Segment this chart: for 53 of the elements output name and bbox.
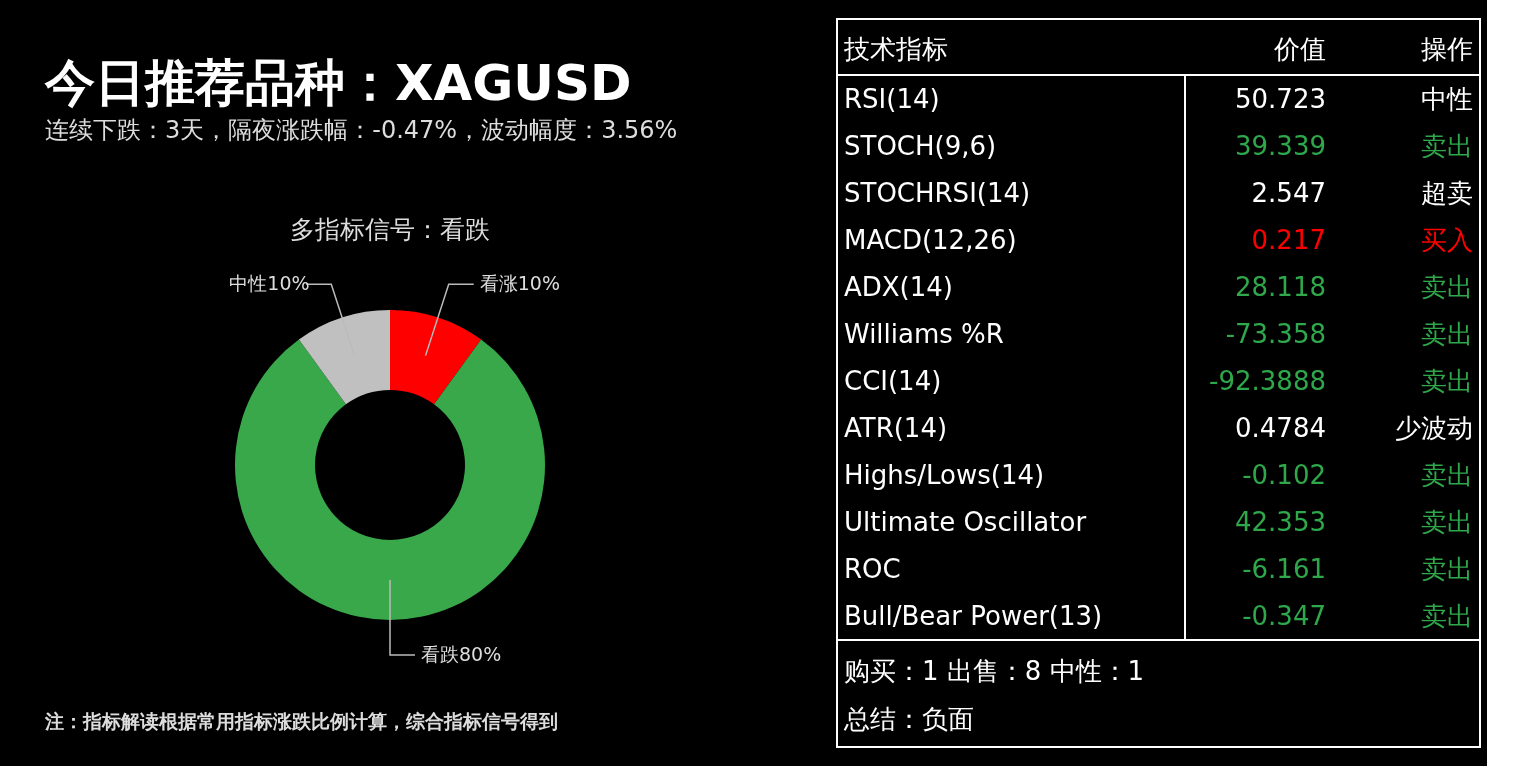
text: -0.102 [1242, 460, 1326, 490]
text: 卖出 [1421, 131, 1473, 161]
text: 39.339 [1235, 131, 1326, 161]
text: 买入 [1421, 225, 1473, 255]
chart-subtitle: 连续下跌：3天，隔夜涨跌幅：-0.47%，波动幅度：3.56% [45, 116, 678, 144]
text: RSI(14) [844, 84, 940, 114]
text: 卖出 [1421, 507, 1473, 537]
slice-label: 看涨 [479, 272, 518, 295]
text: 多指标信号：看跌 [290, 215, 490, 244]
text: 卖出 [1421, 272, 1473, 302]
text: 卖出 [1421, 554, 1473, 584]
text: 卖出 [1421, 366, 1473, 396]
category-label: 价值 [1273, 34, 1326, 64]
text: 购买：1 出售：8 中性：1 [844, 656, 1145, 686]
text: Highs/Lows(14) [844, 460, 1045, 490]
text: -0.347 [1242, 601, 1326, 631]
text: 少波动 [1395, 413, 1473, 443]
text: Ultimate Oscillator [844, 507, 1087, 537]
text: -6.161 [1242, 554, 1326, 584]
text: 28.118 [1235, 272, 1326, 302]
text: 0.4784 [1235, 413, 1326, 443]
text: 卖出 [1421, 460, 1473, 490]
text: CCI(14) [844, 366, 942, 396]
data-label: 10% [267, 272, 310, 295]
slice-label: 中性 [229, 272, 268, 295]
text: 总结：负面 [843, 704, 974, 734]
text: 42.353 [1235, 507, 1326, 537]
text: STOCH(9,6) [844, 131, 997, 161]
text: ADX(14) [844, 272, 953, 302]
text: 卖出 [1421, 601, 1473, 631]
text: 超卖 [1421, 178, 1473, 208]
text: 注：指标解读根据常用指标涨跌比例计算，综合指标信号得到 [44, 710, 558, 732]
text: ATR(14) [844, 413, 948, 443]
text: 中性 [1421, 84, 1473, 114]
text: 卖出 [1421, 319, 1473, 349]
text: MACD(12,26) [844, 225, 1017, 255]
text: 2.547 [1251, 178, 1326, 208]
slice-label: 看跌 [421, 643, 459, 665]
text: ROC [844, 554, 901, 584]
text: 0.217 [1251, 225, 1326, 255]
category-label: 操作 [1421, 34, 1473, 64]
donut-slice [390, 310, 482, 405]
text: -73.358 [1225, 319, 1326, 349]
data-label: 10% [517, 272, 560, 295]
text: -92.3888 [1209, 366, 1326, 396]
category-label: 技术指标 [843, 34, 948, 64]
text: STOCHRSI(14) [844, 178, 1031, 208]
text: Bull/Bear Power(13) [844, 601, 1103, 631]
donut-slice [235, 339, 545, 620]
chart-title: 今日推荐品种：XAGUSD [44, 54, 632, 112]
text: Williams %R [844, 319, 1004, 349]
data-label: 80% [459, 643, 502, 665]
text: 50.723 [1235, 84, 1326, 114]
